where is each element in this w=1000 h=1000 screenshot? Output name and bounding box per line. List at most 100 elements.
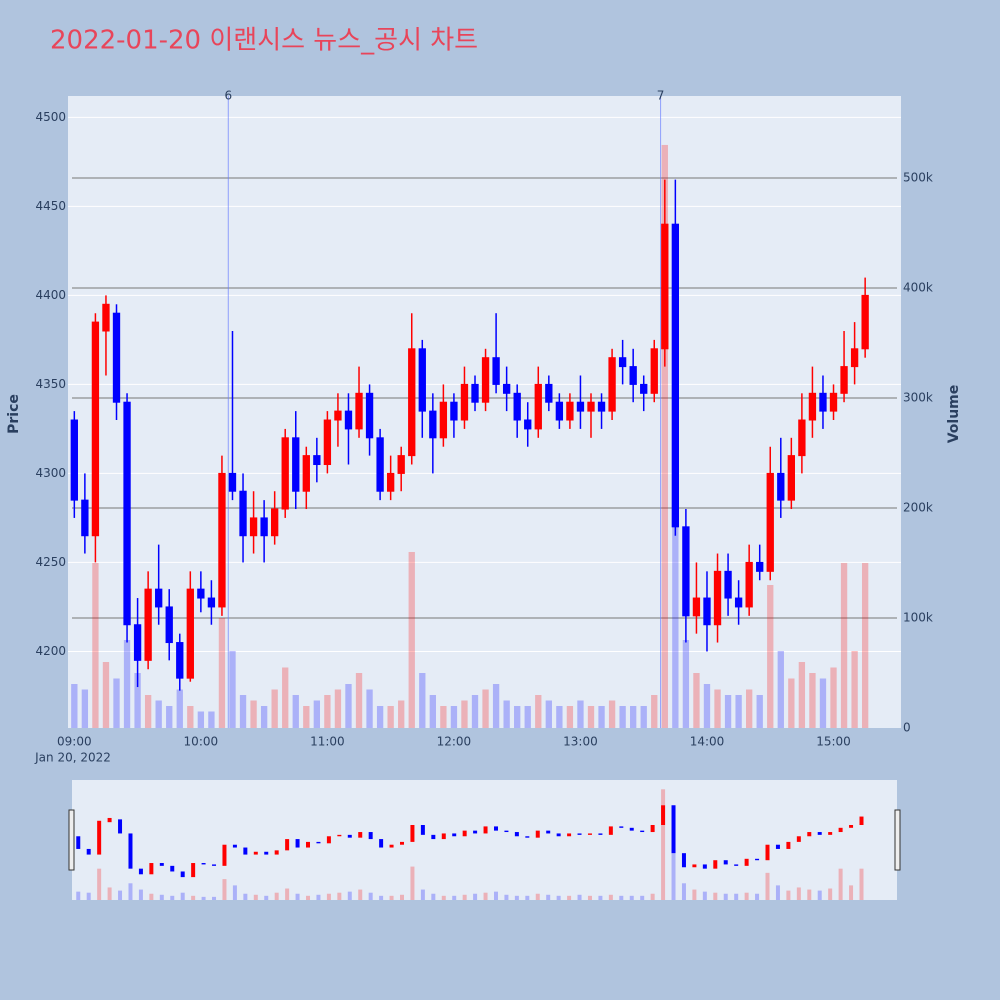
candle-body bbox=[587, 401, 595, 412]
candle-body bbox=[397, 455, 405, 474]
candle-body bbox=[829, 392, 838, 412]
slider-handle-left[interactable] bbox=[68, 809, 75, 871]
candle-body bbox=[808, 392, 817, 421]
volume-bar bbox=[693, 672, 700, 728]
volume-bar bbox=[672, 452, 679, 728]
candle-body bbox=[661, 223, 669, 350]
volume-bar bbox=[144, 694, 152, 728]
volume-bar bbox=[408, 551, 415, 728]
volume-bar bbox=[429, 694, 436, 728]
volume-bar bbox=[303, 705, 310, 728]
volume-bar bbox=[798, 661, 806, 728]
slider-volume-bar bbox=[692, 889, 697, 900]
candle-body bbox=[123, 401, 131, 626]
candle-body bbox=[144, 588, 152, 661]
candle-body bbox=[524, 419, 532, 430]
slider-volume-bar bbox=[159, 894, 164, 900]
slider-volume-bar bbox=[306, 895, 311, 900]
candle-body bbox=[618, 357, 627, 368]
volume-bar bbox=[376, 705, 384, 728]
slider-volume-bar bbox=[337, 892, 342, 900]
volume-bar bbox=[619, 705, 626, 728]
candle-body bbox=[734, 597, 743, 608]
slider-volume-bar bbox=[775, 885, 780, 900]
slider-volume-bar bbox=[389, 895, 394, 900]
slider-volume-bar bbox=[598, 895, 603, 900]
slider-volume-bar bbox=[180, 892, 185, 900]
candle-body bbox=[418, 348, 426, 412]
candle-body bbox=[682, 526, 690, 617]
y2-tick-label: 300k bbox=[903, 390, 933, 404]
candle-body bbox=[355, 392, 363, 430]
slider-volume-bar bbox=[556, 895, 561, 900]
slider-volume-bar bbox=[514, 895, 519, 900]
candle-body bbox=[207, 597, 216, 608]
y-tick-label: 4400 bbox=[35, 288, 66, 302]
candle-body bbox=[176, 642, 184, 679]
y2-tick-label: 100k bbox=[903, 610, 933, 624]
slider-volume-bar bbox=[702, 891, 707, 900]
x-tick-label: 11:00 bbox=[310, 735, 345, 749]
slider-volume-bar bbox=[661, 789, 666, 900]
y2-tick-label: 0 bbox=[903, 721, 911, 735]
slider-volume-bar bbox=[462, 894, 467, 900]
slider-volume-bar bbox=[629, 895, 634, 900]
volume-bar bbox=[229, 650, 236, 728]
slider-volume-bar bbox=[191, 895, 196, 900]
volume-bar bbox=[788, 678, 795, 728]
slider-volume-bar bbox=[118, 890, 123, 900]
volume-bar bbox=[260, 705, 268, 728]
candle-body bbox=[471, 383, 479, 403]
volume-bar bbox=[450, 705, 458, 728]
candle-body bbox=[302, 455, 310, 492]
candle-body bbox=[840, 366, 848, 394]
slider-volume-bar bbox=[452, 895, 457, 900]
volume-bar bbox=[745, 689, 753, 728]
slider-volume-bar bbox=[838, 868, 843, 900]
slider-volume-bar bbox=[765, 872, 770, 900]
slider-volume-bar bbox=[253, 894, 258, 900]
candle-body bbox=[692, 597, 701, 617]
candle-body bbox=[102, 303, 110, 332]
volume-bar bbox=[524, 705, 531, 728]
slider-volume-bar bbox=[400, 894, 404, 900]
slider-volume-bar bbox=[149, 893, 154, 900]
slider-volume-bar bbox=[274, 892, 279, 900]
slider-volume-bar bbox=[849, 885, 854, 900]
slider-volume-bar bbox=[744, 892, 749, 900]
candle-body bbox=[344, 410, 353, 430]
candle-body bbox=[819, 392, 827, 412]
chart-title: 2022-01-20 이랜시스 뉴스_공시 차트 bbox=[50, 26, 478, 56]
slider-volume-bar bbox=[723, 893, 728, 900]
volume-bar bbox=[819, 678, 827, 728]
candle-body bbox=[576, 401, 585, 412]
x-tick-label: 15:00 bbox=[816, 735, 851, 749]
volume-bar bbox=[482, 689, 489, 728]
volume-bar bbox=[334, 689, 342, 728]
candle-body bbox=[534, 383, 542, 430]
range-slider[interactable] bbox=[72, 780, 897, 900]
volume-bar bbox=[840, 562, 848, 728]
annotation-label: 7 bbox=[657, 89, 665, 103]
slider-volume-bar bbox=[441, 895, 446, 900]
candle-body bbox=[650, 348, 658, 394]
volume-bar bbox=[187, 705, 194, 728]
volume-bar bbox=[292, 694, 299, 728]
candle-body bbox=[703, 597, 711, 626]
candle-body bbox=[640, 383, 648, 394]
volume-bar bbox=[123, 639, 131, 728]
slider-volume-bar bbox=[504, 894, 509, 900]
y-axis-title: Price bbox=[6, 394, 22, 434]
y-tick-label: 4200 bbox=[35, 644, 66, 658]
slider-volume-bar bbox=[577, 894, 582, 900]
slider-volume-bar bbox=[431, 893, 436, 900]
slider-volume-bar bbox=[608, 894, 613, 900]
candle-body bbox=[745, 561, 753, 608]
slider-volume-bar bbox=[535, 893, 540, 900]
candle-body bbox=[249, 517, 258, 537]
candle-body bbox=[81, 499, 89, 537]
slider-volume-bar bbox=[650, 893, 655, 900]
slider-handle-right[interactable] bbox=[894, 809, 901, 871]
candle-body bbox=[502, 383, 511, 394]
